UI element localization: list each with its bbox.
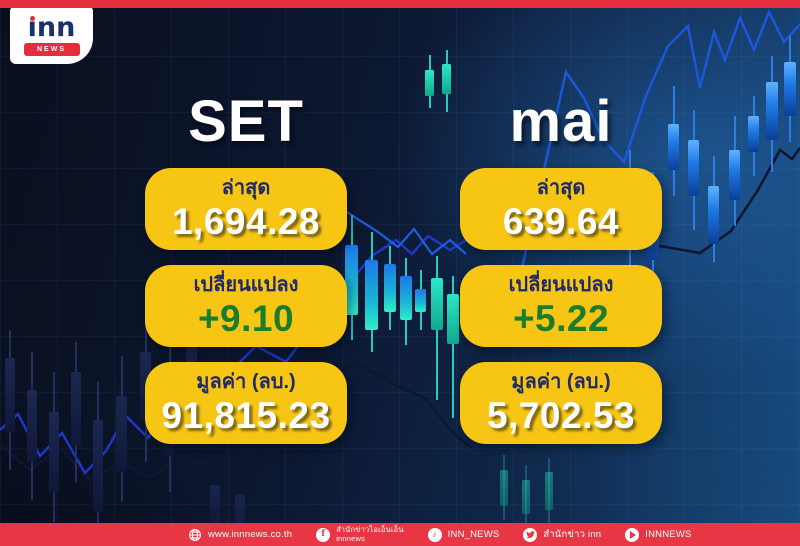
set-value-value: 91,815.23 [161,395,331,436]
logo-red-dot [29,16,35,21]
footer-tiktok[interactable]: ♪ INN_NEWS [427,527,500,542]
twitter-icon [523,527,538,542]
set-value-label: มูลค่า (ลบ.) [196,371,296,393]
set-latest-card: ล่าสุด 1,694.28 [145,168,347,250]
set-column: SET ล่าสุด 1,694.28 เปลี่ยนแปลง +9.10 มู… [145,86,347,459]
logo-wordmark: ınn [27,12,76,43]
footer-website[interactable]: www.innnews.co.th [188,528,292,542]
facebook-icon: f [316,527,331,542]
mai-change-value: +5.22 [512,298,610,339]
globe-icon [188,528,202,542]
footer-facebook-label: สำนักข่าวไอเอ็นเอ็น innnews [336,524,404,543]
mai-latest-value: 639.64 [502,201,620,242]
tiktok-icon: ♪ [427,527,442,542]
set-change-value: +9.10 [197,298,295,339]
set-change-label: เปลี่ยนแปลง [193,274,299,296]
inn-news-logo: ınn NEWS [10,7,93,64]
footer-tiktok-label: INN_NEWS [447,529,500,540]
set-latest-value: 1,694.28 [171,201,321,242]
mai-latest-card: ล่าสุด 639.64 [460,168,662,250]
mai-title: mai [509,89,613,154]
set-value-card: มูลค่า (ลบ.) 91,815.23 [145,362,347,444]
footer-facebook[interactable]: f สำนักข่าวไอเอ็นเอ็น innnews [316,524,404,543]
footer-twitter-label: สำนักข่าว inn [543,529,602,540]
mai-change-label: เปลี่ยนแปลง [508,274,614,296]
footer-youtube-label: INNNEWS [645,529,692,540]
footer-website-label: www.innnews.co.th [208,529,293,540]
youtube-icon [625,527,640,542]
logo-news-badge: NEWS [23,43,80,56]
mai-value-label: มูลค่า (ลบ.) [511,371,611,393]
mai-change-card: เปลี่ยนแปลง +5.22 [460,265,662,347]
set-latest-label: ล่าสุด [221,177,271,199]
footer-bar: www.innnews.co.th f สำนักข่าวไอเอ็นเอ็น … [0,523,800,546]
logo-text: ınn [27,12,76,43]
mai-latest-label: ล่าสุด [536,177,586,199]
mai-column: mai ล่าสุด 639.64 เปลี่ยนแปลง +5.22 มูลค… [460,86,662,459]
footer-twitter[interactable]: สำนักข่าว inn [523,527,601,542]
mai-value-card: มูลค่า (ลบ.) 5,702.53 [460,362,662,444]
set-title: SET [188,89,304,154]
set-change-card: เปลี่ยนแปลง +9.10 [145,265,347,347]
footer-youtube[interactable]: INNNEWS [625,527,692,542]
mai-value-value: 5,702.53 [486,395,636,436]
top-red-strip [0,0,800,8]
